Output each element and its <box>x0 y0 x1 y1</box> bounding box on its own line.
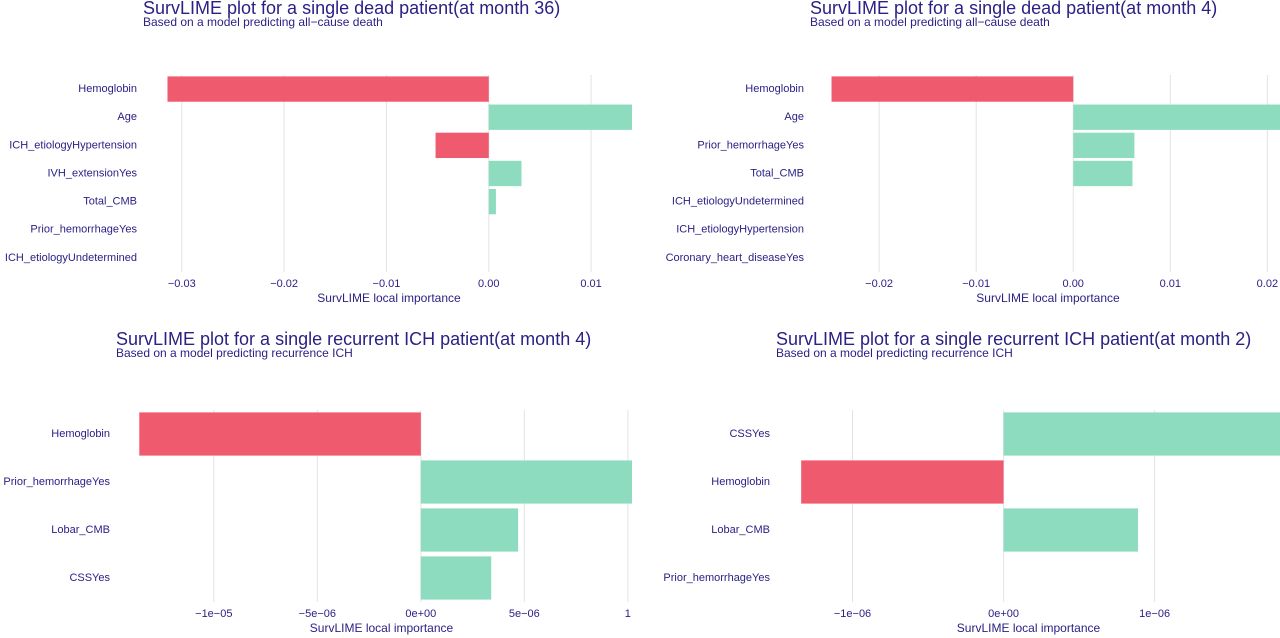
y-tick-label: Prior_hemorrhageYes <box>697 139 804 151</box>
bar <box>801 460 1004 504</box>
bar <box>831 76 1074 102</box>
x-tick-label: −1e−06 <box>834 608 871 620</box>
y-tick-label: CSSYes <box>69 572 110 584</box>
y-tick-label: ICH_etiologyHypertension <box>9 139 137 151</box>
y-tick-label: Hemoglobin <box>78 83 137 95</box>
x-tick-label: −5e−06 <box>299 608 336 620</box>
bar <box>139 412 421 456</box>
x-tick-label: 0e+00 <box>988 608 1019 620</box>
x-tick-label: 5e−06 <box>509 608 540 620</box>
y-tick-label: Age <box>117 111 137 123</box>
x-tick-label: −0.03 <box>168 278 196 290</box>
x-tick-label: −0.02 <box>865 278 893 290</box>
x-axis-label: SurvLIME local importance <box>957 621 1101 635</box>
bar <box>167 76 489 102</box>
bar <box>420 460 632 504</box>
bar <box>1073 132 1135 159</box>
y-tick-label: Total_CMB <box>83 196 137 208</box>
chart-title: SurvLIME plot for a single recurrent ICH… <box>776 329 1251 349</box>
x-tick-label: 0.01 <box>580 278 601 290</box>
y-tick-label: Coronary_heart_diseaseYes <box>666 252 805 264</box>
y-tick-label: Lobar_CMB <box>711 524 770 536</box>
x-tick-label: −0.02 <box>270 278 298 290</box>
y-tick-label: ICH_etiologyUndetermined <box>672 196 804 208</box>
y-tick-label: Lobar_CMB <box>51 524 110 536</box>
x-tick-label: −1e−05 <box>195 608 232 620</box>
chart-title: SurvLIME plot for a single dead patient(… <box>143 0 560 18</box>
y-tick-label: ICH_etiologyHypertension <box>676 224 804 236</box>
y-tick-label: IVH_extensionYes <box>48 167 138 179</box>
y-tick-label: Total_CMB <box>750 167 804 179</box>
chart-subtitle: Based on a model predicting all−cause de… <box>810 15 1050 29</box>
bar <box>420 556 492 600</box>
x-tick-label: 0.00 <box>1063 278 1084 290</box>
bar <box>1073 104 1280 130</box>
y-tick-label: Hemoglobin <box>51 428 110 440</box>
bar <box>488 104 632 130</box>
bar <box>488 160 522 187</box>
bar <box>1073 160 1133 187</box>
x-tick-label: 1e−06 <box>1139 608 1170 620</box>
x-axis-label: SurvLIME local importance <box>310 621 454 635</box>
bar <box>1003 508 1139 552</box>
x-tick-label: 0e+00 <box>405 608 436 620</box>
chart-title: SurvLIME plot for a single recurrent ICH… <box>116 329 591 349</box>
x-tick-label: 0.01 <box>1160 278 1181 290</box>
bar <box>488 188 496 215</box>
y-tick-label: Prior_hemorrhageYes <box>30 224 137 236</box>
chart-title: SurvLIME plot for a single dead patient(… <box>810 0 1217 18</box>
chart-subtitle: Based on a model predicting all−cause de… <box>143 15 383 29</box>
x-tick-label: 0.02 <box>1257 278 1278 290</box>
y-tick-label: Prior_hemorrhageYes <box>663 572 770 584</box>
x-axis-label: SurvLIME local importance <box>317 291 461 305</box>
bar <box>1003 412 1280 456</box>
bar <box>435 132 489 159</box>
x-tick-label: 1 <box>625 608 631 620</box>
y-tick-label: Hemoglobin <box>711 476 770 488</box>
x-axis-label: SurvLIME local importance <box>976 291 1120 305</box>
y-tick-label: CSSYes <box>729 428 770 440</box>
x-tick-label: 0.00 <box>478 278 499 290</box>
y-tick-label: Prior_hemorrhageYes <box>3 476 110 488</box>
chart-subtitle: Based on a model predicting recurrence I… <box>776 346 1013 360</box>
y-tick-label: Age <box>784 111 804 123</box>
x-tick-label: −0.01 <box>373 278 401 290</box>
x-tick-label: −0.01 <box>962 278 990 290</box>
y-tick-label: ICH_etiologyUndetermined <box>5 252 137 264</box>
chart-subtitle: Based on a model predicting recurrence I… <box>116 346 353 360</box>
bar <box>420 508 519 552</box>
y-tick-label: Hemoglobin <box>745 83 804 95</box>
